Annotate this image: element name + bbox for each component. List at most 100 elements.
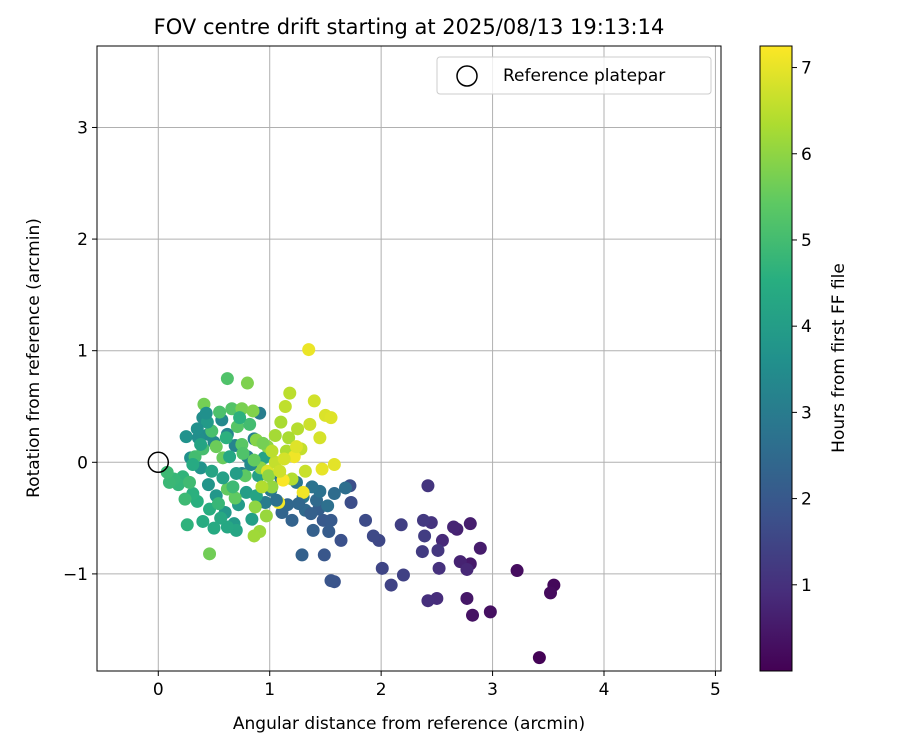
legend-box	[436, 56, 712, 95]
x-axis-label: Angular distance from reference (arcmin)	[233, 714, 585, 734]
colorbar: 1 2 3 4 5 6 7 Hours from first FF file	[759, 45, 849, 672]
colorbar-tick-label: 4	[801, 317, 812, 337]
colorbar-tick-label: 3	[801, 403, 812, 423]
data-point	[245, 512, 259, 526]
chart-title: FOV centre drift starting at 2025/08/13 …	[154, 15, 665, 39]
data-point	[273, 464, 287, 478]
data-point	[211, 497, 225, 511]
data-point	[322, 524, 336, 538]
data-point	[216, 471, 230, 485]
x-tick-label: 4	[599, 680, 610, 700]
data-point	[421, 479, 435, 493]
data-point	[483, 605, 497, 619]
data-point	[220, 520, 234, 534]
data-point	[313, 431, 327, 445]
data-point	[178, 492, 192, 506]
data-point	[473, 541, 487, 555]
data-point	[375, 561, 389, 575]
data-point	[416, 513, 430, 527]
data-point	[247, 453, 261, 467]
x-tick-label: 0	[153, 680, 164, 700]
data-point	[295, 548, 309, 562]
colorbar-gradient	[759, 45, 793, 672]
data-point	[209, 440, 223, 454]
data-point	[384, 578, 398, 592]
data-point	[291, 422, 305, 436]
data-point	[334, 533, 348, 547]
data-point	[246, 404, 260, 418]
colorbar-tick-label: 5	[801, 231, 812, 251]
data-point	[421, 594, 435, 608]
data-point	[262, 469, 276, 483]
data-point	[460, 562, 474, 576]
legend: Reference platepar	[436, 56, 712, 95]
data-point	[233, 411, 247, 425]
data-point	[256, 436, 270, 450]
x-tick-label: 1	[264, 680, 275, 700]
data-point	[435, 533, 449, 547]
data-point	[240, 376, 254, 390]
data-point	[338, 481, 352, 495]
colorbar-label: Hours from first FF file	[829, 263, 849, 453]
data-point	[303, 417, 317, 431]
data-point	[317, 548, 331, 562]
data-point	[190, 422, 204, 436]
data-point	[268, 429, 282, 443]
reference-platepar-marker	[147, 451, 170, 474]
colorbar-ticks: 1 2 3 4 5 6 7	[792, 59, 812, 596]
y-tick-label: 3	[77, 118, 88, 138]
data-point	[466, 608, 480, 622]
data-point	[182, 475, 196, 489]
reference-marker-group	[147, 451, 170, 474]
data-point	[289, 440, 303, 454]
plot-background	[97, 46, 721, 671]
data-point	[298, 464, 312, 478]
data-point	[327, 458, 341, 472]
data-point	[243, 417, 257, 431]
data-point	[186, 458, 200, 472]
data-point	[278, 399, 292, 413]
data-point	[302, 343, 316, 357]
data-point	[296, 485, 310, 499]
data-point	[460, 591, 474, 605]
data-points	[160, 343, 561, 665]
data-point	[247, 529, 261, 543]
y-axis-label: Rotation from reference (arcmin)	[24, 218, 44, 498]
data-point	[532, 651, 546, 665]
data-point	[431, 543, 445, 557]
data-point	[226, 480, 240, 494]
data-point	[196, 514, 210, 528]
data-point	[269, 493, 283, 507]
data-point	[162, 475, 176, 489]
plot-area	[97, 46, 721, 671]
data-point	[415, 545, 429, 559]
y-tick-label: 2	[77, 230, 88, 250]
data-point	[205, 464, 219, 478]
data-point	[366, 529, 380, 543]
data-point	[304, 507, 318, 521]
data-point	[160, 465, 174, 479]
data-point	[259, 509, 273, 523]
data-point	[219, 431, 233, 445]
data-point	[285, 513, 299, 527]
data-point	[327, 487, 341, 501]
data-point	[282, 431, 296, 445]
data-point	[324, 411, 338, 425]
colorbar-tick-label: 7	[801, 59, 812, 79]
data-point	[258, 495, 272, 509]
data-point	[277, 452, 291, 466]
data-point	[283, 386, 297, 400]
data-point	[225, 402, 239, 416]
y-tick-label: −1	[63, 565, 88, 585]
data-point	[180, 518, 194, 532]
data-point	[396, 568, 410, 582]
data-point	[418, 529, 432, 543]
colorbar-tick-label: 2	[801, 490, 812, 510]
data-point	[213, 405, 227, 419]
x-tick-label: 5	[710, 680, 721, 700]
data-point	[255, 480, 269, 494]
legend-open-circle-icon	[456, 65, 478, 87]
data-point	[248, 500, 262, 514]
data-point	[510, 564, 524, 578]
